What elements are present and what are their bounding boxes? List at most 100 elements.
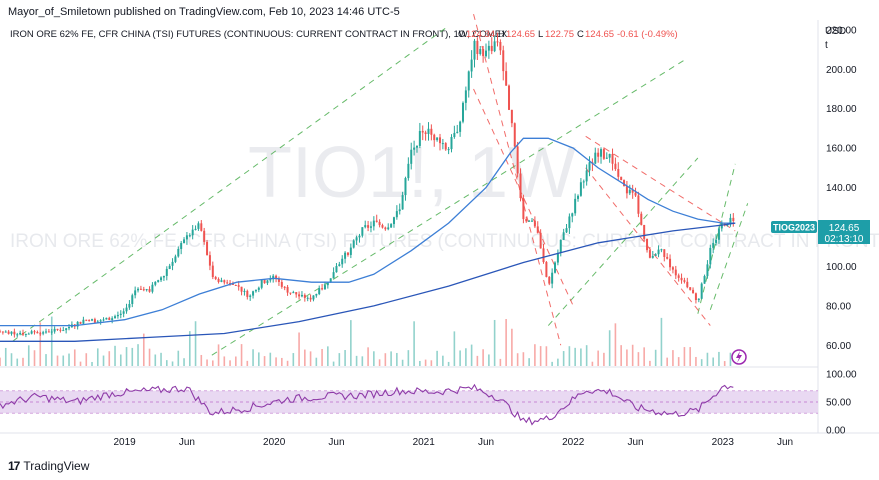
candle-body: [306, 297, 309, 299]
moving-average-line: [0, 137, 736, 327]
time-tick-label: 2023: [712, 437, 735, 448]
volume-bar: [430, 360, 433, 366]
volume-bar: [263, 356, 266, 366]
candle-body: [263, 279, 266, 284]
rsi-axis[interactable]: 100.00 50.00 0.00: [826, 370, 857, 437]
volume-bar: [229, 360, 231, 366]
candle-body: [381, 225, 384, 228]
currency-label: USD: [825, 26, 846, 37]
time-tick-label: Jun: [328, 437, 344, 448]
candle-body: [315, 294, 318, 296]
candle-body: [559, 239, 562, 253]
candle-body: [620, 176, 623, 181]
candle-body: [358, 235, 361, 238]
volume-bar: [459, 350, 461, 366]
candle-body: [289, 292, 292, 294]
candle-body: [608, 153, 611, 158]
candle-body: [623, 180, 626, 187]
volume-bar: [470, 344, 473, 366]
price-tick-label: 80.00: [826, 301, 851, 312]
candle-body: [398, 209, 401, 212]
volume-bar: [125, 347, 128, 366]
candle-body: [79, 321, 82, 324]
candle-body: [145, 289, 148, 291]
candle-body: [493, 41, 496, 52]
volume-bar: [649, 360, 651, 366]
time-axis[interactable]: 2019 Jun 2020 Jun 2021 Jun 2022 Jun 2023 Jun: [113, 437, 793, 448]
candle-body: [191, 229, 194, 236]
volume-bar: [344, 350, 346, 366]
candle-body: [706, 264, 709, 277]
candle-body: [361, 227, 364, 236]
volume-bar: [660, 317, 663, 366]
candle-body: [65, 328, 68, 331]
volume-bar: [568, 346, 571, 366]
candle-body: [234, 284, 237, 286]
candle-body: [39, 333, 42, 335]
candle-body: [470, 59, 473, 72]
lightning-icon[interactable]: [731, 349, 747, 365]
candle-body: [637, 195, 640, 214]
volume-bar: [45, 354, 47, 366]
volume-bar: [114, 345, 116, 366]
candle-body: [326, 282, 329, 286]
legend-l-value: 122.75: [545, 29, 574, 40]
candle-body: [456, 131, 459, 133]
time-tick-label: 2019: [113, 437, 136, 448]
candle-body: [415, 145, 418, 148]
volume-bar: [499, 358, 502, 366]
candle-body: [266, 280, 269, 284]
candle-body: [646, 238, 649, 251]
candle-body: [231, 283, 234, 285]
rsi-pane: [0, 383, 734, 426]
candle-body: [88, 320, 91, 322]
candle-body: [200, 223, 203, 231]
volume-bar: [666, 357, 668, 366]
volume-bar: [258, 352, 260, 366]
candle-body: [427, 128, 430, 134]
candle-body: [568, 216, 571, 229]
price-tag-countdown: 02:13:10: [825, 234, 864, 245]
candle-body: [677, 275, 680, 278]
time-tick-label: 2022: [562, 437, 585, 448]
candle-body: [536, 226, 539, 233]
candle-body: [197, 223, 200, 229]
candle-body: [223, 280, 226, 283]
candle-body: [531, 220, 534, 222]
rsi-tick-label: 50.00: [826, 398, 851, 409]
candle-body: [683, 280, 686, 282]
tradingview-logo[interactable]: 17 TradingView: [8, 459, 89, 473]
volume-bar: [223, 356, 226, 366]
candle-body: [162, 275, 165, 278]
candle-body: [309, 297, 312, 300]
candle-body: [102, 319, 105, 321]
candle-body: [634, 192, 637, 196]
volume-bar: [16, 358, 19, 366]
candle-body: [217, 278, 220, 282]
trendline: [211, 59, 686, 356]
price-tick-label: 160.00: [826, 144, 857, 155]
candle-body: [461, 102, 464, 122]
volume-bar: [396, 352, 398, 366]
candle-body: [430, 128, 433, 135]
candle-body: [680, 277, 683, 281]
candle-body: [50, 331, 53, 333]
candle-body: [694, 293, 697, 301]
candle-body: [387, 227, 390, 230]
candle-body: [96, 321, 99, 323]
candle-body: [464, 90, 467, 103]
candle-body: [125, 307, 128, 312]
candle-body: [574, 198, 577, 214]
volume-bar: [119, 354, 122, 366]
candle-body: [335, 266, 338, 273]
volume-bar: [718, 351, 720, 366]
volume-bar: [188, 331, 191, 366]
candle-body: [732, 217, 735, 221]
candle-body: [272, 275, 275, 280]
candle-body: [582, 181, 585, 183]
legend-o-label: O: [458, 29, 465, 40]
candle-body: [246, 290, 249, 297]
price-axis[interactable]: 220.00200.00180.00160.00140.00120.00100.…: [826, 25, 857, 351]
candle-body: [243, 290, 246, 292]
